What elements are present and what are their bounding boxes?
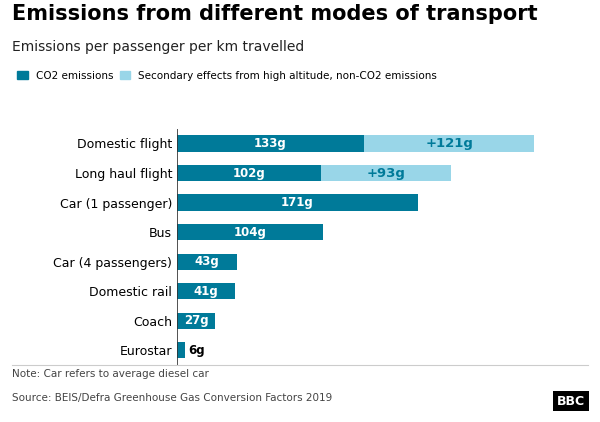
Text: 6g: 6g: [188, 344, 205, 357]
Text: 104g: 104g: [234, 226, 266, 238]
Bar: [177, 342, 185, 358]
Bar: [320, 165, 451, 181]
Text: 43g: 43g: [195, 255, 220, 268]
Bar: [177, 254, 238, 270]
Text: Emissions from different modes of transport: Emissions from different modes of transp…: [12, 4, 538, 24]
Bar: [177, 165, 320, 181]
Bar: [177, 313, 215, 329]
Text: 171g: 171g: [281, 196, 314, 209]
Text: 102g: 102g: [232, 167, 265, 179]
Text: 27g: 27g: [184, 314, 208, 327]
Text: Emissions per passenger per km travelled: Emissions per passenger per km travelled: [12, 40, 304, 54]
Bar: [364, 135, 535, 151]
Legend: CO2 emissions, Secondary effects from high altitude, non-CO2 emissions: CO2 emissions, Secondary effects from hi…: [17, 70, 437, 81]
Bar: [177, 195, 418, 211]
Text: +121g: +121g: [425, 137, 473, 150]
Text: +93g: +93g: [367, 167, 406, 179]
Text: 41g: 41g: [193, 285, 218, 298]
Text: 133g: 133g: [254, 137, 287, 150]
Bar: [177, 224, 323, 240]
Text: Note: Car refers to average diesel car: Note: Car refers to average diesel car: [12, 369, 209, 379]
Bar: [177, 283, 235, 299]
Bar: [177, 135, 364, 151]
Text: BBC: BBC: [557, 395, 585, 408]
Text: Source: BEIS/Defra Greenhouse Gas Conversion Factors 2019: Source: BEIS/Defra Greenhouse Gas Conver…: [12, 393, 332, 403]
